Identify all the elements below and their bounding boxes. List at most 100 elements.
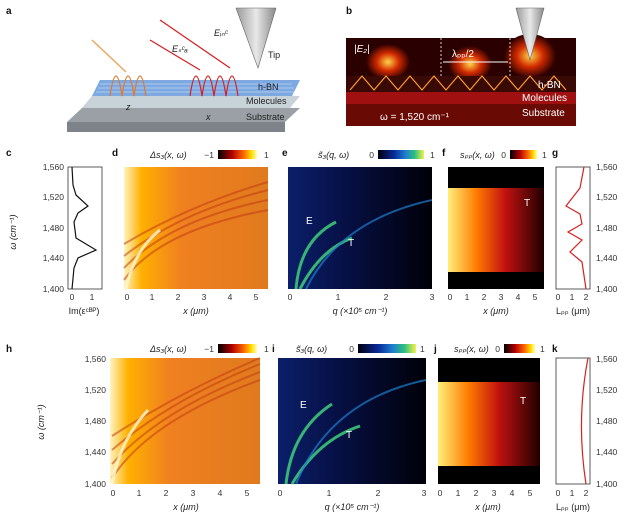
tip-shape [235, 7, 277, 69]
branch-faint [305, 199, 433, 290]
x-tick: 5 [254, 292, 259, 302]
colorbar-title-h: Δs₃(x, ω) [149, 344, 187, 354]
omega-tick: 1,480 [43, 223, 65, 233]
x-axis-label-d: x (μm) [182, 306, 208, 316]
x-tick: 0 [125, 292, 130, 302]
axis-z-label: z [125, 102, 131, 112]
plot-frame-k [555, 357, 591, 485]
x-tick: 2 [176, 292, 181, 302]
mode-label-t: T [348, 238, 354, 249]
omega-tick: 1,400 [85, 479, 107, 489]
branch-t [298, 236, 353, 290]
x-tick: 4 [228, 292, 233, 302]
colorbar-max-i: 1 [420, 344, 425, 354]
spectrum-map-i [278, 358, 426, 484]
omega-tick: 1,400 [596, 479, 618, 489]
lpp-axis-label-k: Lₚₚ (μm) [556, 502, 590, 512]
molecules-layer [82, 96, 300, 108]
q-tick: 3 [422, 488, 427, 498]
colorbar-min-e: 0 [369, 150, 374, 160]
im-tick: 1 [90, 292, 95, 302]
lpp-curve-g [565, 166, 587, 290]
x-tick: 0 [448, 292, 453, 302]
colorbar-min-d: −1 [204, 150, 214, 160]
x-tick: 2 [474, 488, 479, 498]
x-ticks-h: 0 1 2 3 4 5 [111, 488, 250, 498]
x-tick: 2 [482, 292, 487, 302]
im-eps-curve [71, 166, 98, 290]
substrate-front [67, 122, 285, 132]
q-ticks-e: 0 1 2 3 [288, 292, 435, 302]
omega-tick: 1,560 [85, 354, 107, 364]
plot-frame-c [67, 166, 103, 290]
wave-orange [109, 75, 147, 97]
x-tick: 5 [528, 488, 533, 498]
panel-letter-a: a [6, 6, 12, 17]
omega-tick: 1,560 [596, 162, 618, 172]
omega-axis-label-h: ω (cm⁻¹) [36, 404, 46, 439]
colorbar-d [218, 150, 258, 159]
incident-arrow-orange [91, 39, 127, 73]
q-axis-label-e: q (×10⁵ cm⁻¹) [333, 306, 388, 316]
omega-tick: 1,520 [85, 385, 107, 395]
lpp-tick: 1 [570, 488, 575, 498]
colorbar-min-j: 0 [495, 344, 500, 354]
panel-letter-i: i [272, 344, 275, 355]
omega-tick: 1,560 [43, 162, 65, 172]
colorbar-i [358, 344, 416, 353]
q-tick: 3 [430, 292, 435, 302]
colorbar-max-d: 1 [264, 150, 269, 160]
substrate-band [346, 104, 576, 126]
tip-label: Tip [268, 50, 280, 60]
x-tick: 5 [533, 292, 538, 302]
q-tick: 2 [376, 488, 381, 498]
x-tick: 3 [202, 292, 207, 302]
x-tick: 2 [164, 488, 169, 498]
omega-ticks-g: 1,560 1,520 1,480 1,440 1,400 [596, 162, 618, 294]
molecules-label: Molecules [246, 96, 287, 106]
x-tick: 4 [516, 292, 521, 302]
omega-tick: 1,440 [85, 447, 107, 457]
x-tick: 0 [111, 488, 116, 498]
plot-frame-g [555, 166, 591, 290]
colorbar-min-h: −1 [204, 344, 214, 354]
im-tick: 0 [70, 292, 75, 302]
molecules-label-b: Molecules [522, 93, 567, 104]
omega-tick: 1,440 [596, 253, 618, 263]
panel-letter-j: j [433, 344, 437, 355]
colorbar-j [504, 344, 536, 353]
x-axis-label-j: x (μm) [474, 502, 500, 512]
omega-tick: 1,400 [43, 284, 65, 294]
omega-tick: 1,400 [596, 284, 618, 294]
omega-axis-label-c: ω (cm⁻¹) [8, 214, 18, 249]
omega-tick: 1,440 [596, 447, 618, 457]
bright-edge-h [110, 408, 150, 485]
panel-letter-g: g [552, 148, 558, 159]
x-tick: 1 [456, 488, 461, 498]
colorbar-f [510, 150, 538, 159]
q-tick: 1 [327, 488, 332, 498]
panel-letter-e: e [282, 148, 288, 159]
colorbar-min-f: 0 [501, 150, 506, 160]
x-axis-label-f: x (μm) [482, 306, 508, 316]
hyperbolic-rays [349, 75, 567, 91]
omega-ticks-h: 1,560 1,520 1,480 1,440 1,400 [85, 354, 107, 489]
colorbar-title-j: sₚₚ(x, ω) [454, 344, 489, 354]
substrate-label-b: Substrate [522, 108, 565, 119]
omega-tick: 1,480 [85, 416, 107, 426]
x-tick: 0 [438, 488, 443, 498]
heatmap-f [448, 188, 544, 272]
lpp-curve-k [580, 357, 589, 485]
x-tick: 1 [465, 292, 470, 302]
x-tick: 1 [150, 292, 155, 302]
colorbar-max-e: 1 [430, 150, 435, 160]
lpp-tick: 1 [570, 292, 575, 302]
mode-label-t-j: T [520, 396, 526, 407]
colorbar-title-e: s̃₃(q, ω) [318, 150, 349, 160]
q-tick: 1 [336, 292, 341, 302]
x-tick: 3 [191, 488, 196, 498]
q-tick: 0 [278, 488, 283, 498]
lambda-label: λₚₚ/2 [452, 49, 474, 60]
e-sca-label: Eₛᶜₐ [172, 44, 188, 54]
